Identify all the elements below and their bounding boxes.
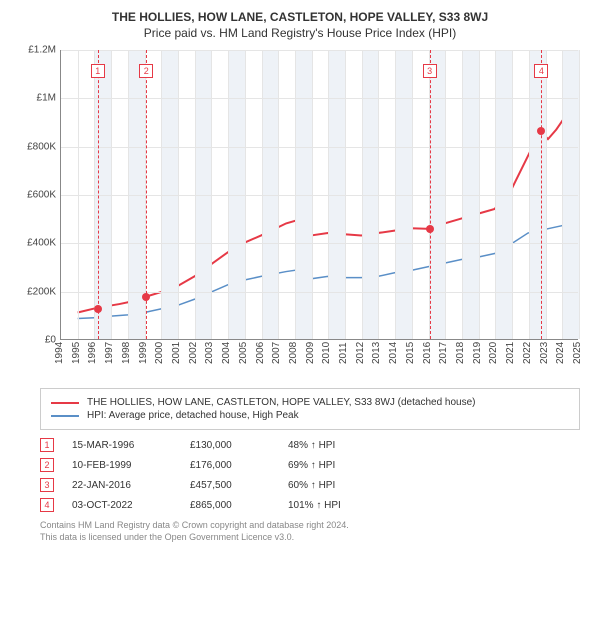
footer-line1: Contains HM Land Registry data © Crown c… xyxy=(40,520,588,532)
event-vline xyxy=(430,50,431,339)
event-row: 2 10-FEB-1999 £176,000 69% ↑ HPI xyxy=(40,458,580,472)
x-gridline xyxy=(262,50,263,339)
legend-row: HPI: Average price, detached house, High… xyxy=(51,410,569,421)
event-row: 4 03-OCT-2022 £865,000 101% ↑ HPI xyxy=(40,498,580,512)
x-gridline xyxy=(345,50,346,339)
event-marker-box: 2 xyxy=(139,64,153,78)
event-marker-box: 1 xyxy=(91,64,105,78)
event-pct: 48% ↑ HPI xyxy=(288,440,408,451)
x-gridline xyxy=(128,50,129,339)
legend-swatch xyxy=(51,402,79,404)
x-gridline xyxy=(245,50,246,339)
event-pct: 101% ↑ HPI xyxy=(288,500,408,511)
event-vline xyxy=(98,50,99,339)
x-gridline xyxy=(445,50,446,339)
y-gridline xyxy=(61,98,578,99)
legend-row: THE HOLLIES, HOW LANE, CASTLETON, HOPE V… xyxy=(51,397,569,408)
event-number: 1 xyxy=(40,438,54,452)
x-gridline xyxy=(495,50,496,339)
event-point xyxy=(537,127,545,135)
x-gridline xyxy=(228,50,229,339)
event-date: 15-MAR-1996 xyxy=(72,440,172,451)
x-gridline xyxy=(178,50,179,339)
y-tick-label: £1M xyxy=(37,93,56,104)
event-vline xyxy=(541,50,542,339)
y-tick-label: £600K xyxy=(27,190,56,201)
chart-title: THE HOLLIES, HOW LANE, CASTLETON, HOPE V… xyxy=(12,10,588,24)
event-table: 1 15-MAR-1996 £130,000 48% ↑ HPI 2 10-FEB-199… xyxy=(40,438,580,512)
event-number: 4 xyxy=(40,498,54,512)
x-gridline xyxy=(479,50,480,339)
y-tick-label: £800K xyxy=(27,141,56,152)
y-gridline xyxy=(61,243,578,244)
chart-subtitle: Price paid vs. HM Land Registry's House … xyxy=(12,26,588,40)
event-price: £865,000 xyxy=(190,500,270,511)
x-gridline xyxy=(546,50,547,339)
x-gridline xyxy=(94,50,95,339)
x-gridline xyxy=(328,50,329,339)
x-gridline xyxy=(78,50,79,339)
event-number: 3 xyxy=(40,478,54,492)
footer-attribution: Contains HM Land Registry data © Crown c… xyxy=(40,520,588,543)
event-pct: 60% ↑ HPI xyxy=(288,480,408,491)
chart-area: 1234 £0£200K£400K£600K£800K£1M£1.2M19941… xyxy=(12,50,588,380)
y-tick-label: £200K xyxy=(27,286,56,297)
footer-line2: This data is licensed under the Open Gov… xyxy=(40,532,588,544)
x-gridline xyxy=(211,50,212,339)
plot-region: 1 2 3 4 xyxy=(60,50,578,340)
event-price: £457,500 xyxy=(190,480,270,491)
event-point xyxy=(426,225,434,233)
x-gridline xyxy=(579,50,580,339)
x-gridline xyxy=(362,50,363,339)
x-gridline xyxy=(278,50,279,339)
event-row: 1 15-MAR-1996 £130,000 48% ↑ HPI xyxy=(40,438,580,452)
x-gridline xyxy=(312,50,313,339)
event-number: 2 xyxy=(40,458,54,472)
x-gridline xyxy=(195,50,196,339)
event-marker-box: 4 xyxy=(534,64,548,78)
x-gridline xyxy=(295,50,296,339)
event-price: £130,000 xyxy=(190,440,270,451)
event-pct: 69% ↑ HPI xyxy=(288,460,408,471)
y-gridline xyxy=(61,147,578,148)
x-gridline xyxy=(562,50,563,339)
event-marker-box: 3 xyxy=(423,64,437,78)
y-gridline xyxy=(61,195,578,196)
legend-label: THE HOLLIES, HOW LANE, CASTLETON, HOPE V… xyxy=(87,397,476,408)
x-gridline xyxy=(161,50,162,339)
legend-label: HPI: Average price, detached house, High… xyxy=(87,410,299,421)
x-tick-label: 2025 xyxy=(572,342,600,364)
event-date: 22-JAN-2016 xyxy=(72,480,172,491)
event-row: 3 22-JAN-2016 £457,500 60% ↑ HPI xyxy=(40,478,580,492)
legend: THE HOLLIES, HOW LANE, CASTLETON, HOPE V… xyxy=(40,388,580,430)
y-gridline xyxy=(61,50,578,51)
x-gridline xyxy=(462,50,463,339)
event-date: 03-OCT-2022 xyxy=(72,500,172,511)
y-tick-label: £400K xyxy=(27,238,56,249)
x-gridline xyxy=(111,50,112,339)
x-gridline xyxy=(395,50,396,339)
event-point xyxy=(94,305,102,313)
event-point xyxy=(142,293,150,301)
legend-swatch xyxy=(51,415,79,417)
event-date: 10-FEB-1999 xyxy=(72,460,172,471)
y-tick-label: £1.2M xyxy=(28,45,56,56)
x-gridline xyxy=(412,50,413,339)
x-gridline xyxy=(378,50,379,339)
event-price: £176,000 xyxy=(190,460,270,471)
x-gridline xyxy=(529,50,530,339)
y-gridline xyxy=(61,292,578,293)
x-gridline xyxy=(512,50,513,339)
chart-container: THE HOLLIES, HOW LANE, CASTLETON, HOPE V… xyxy=(0,0,600,551)
